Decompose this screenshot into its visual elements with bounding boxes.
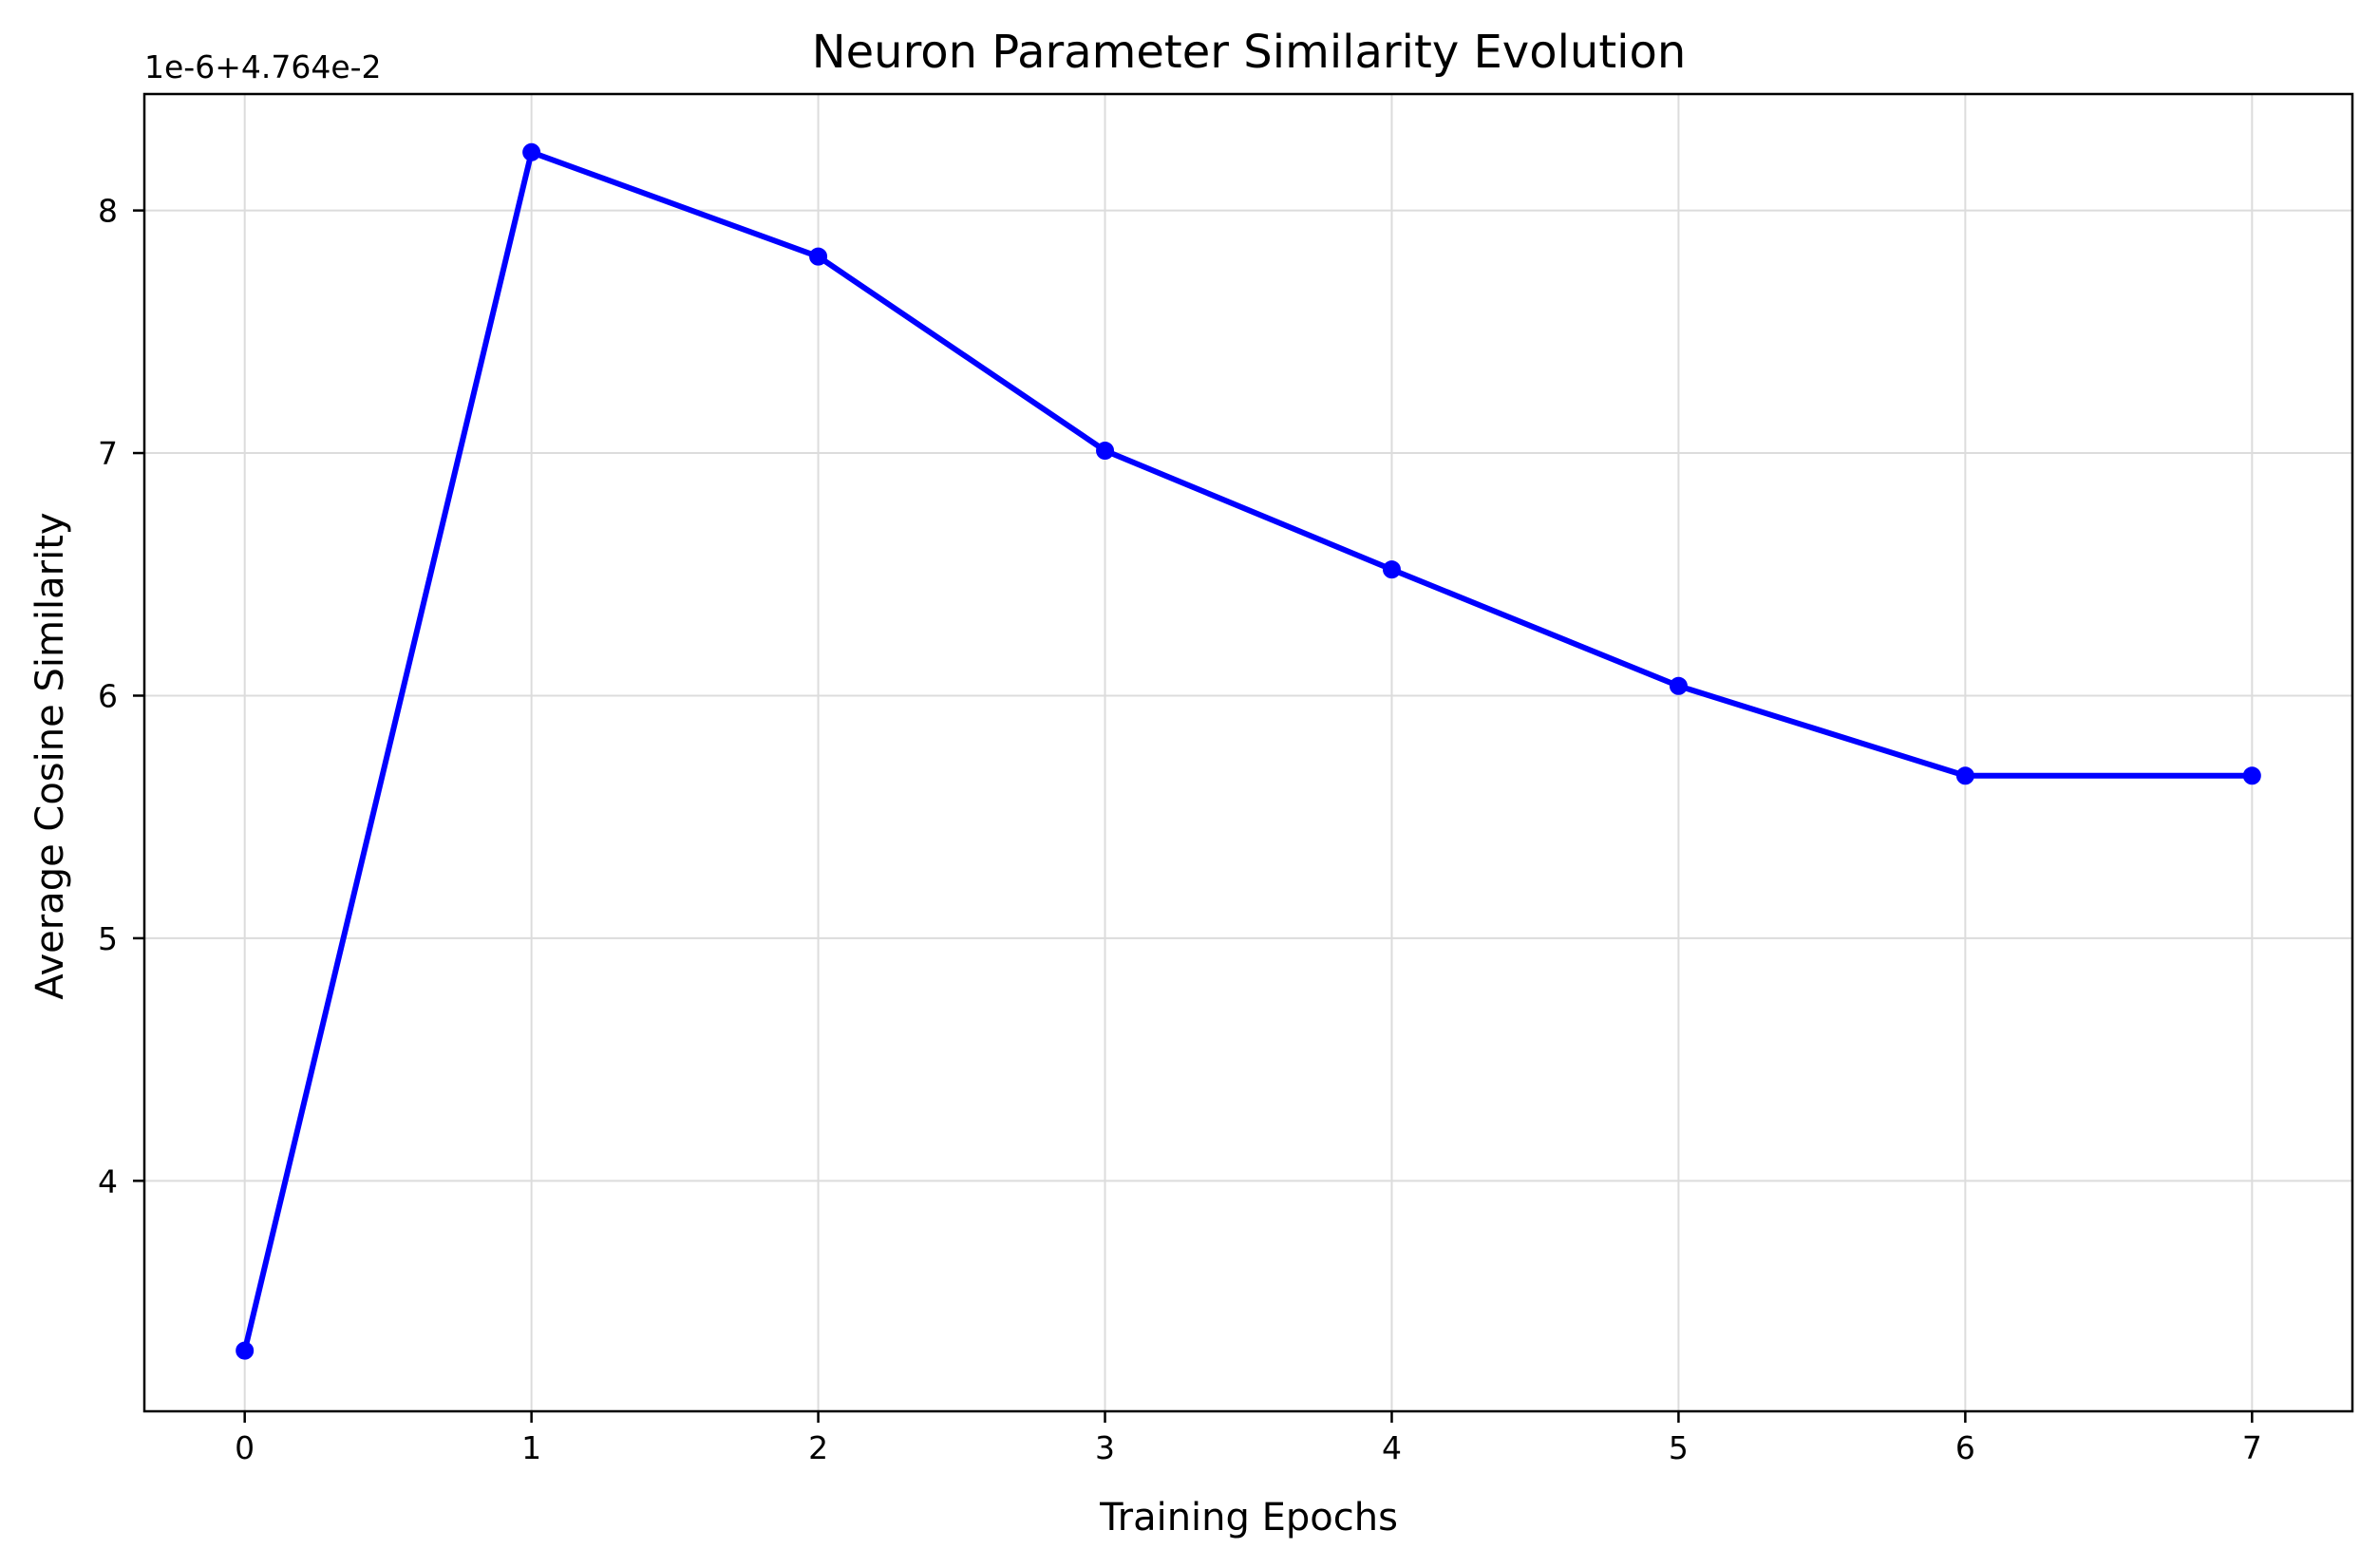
data-point <box>809 247 828 266</box>
data-point <box>2242 766 2261 785</box>
y-tick-label: 7 <box>98 435 118 472</box>
data-point <box>236 1341 255 1360</box>
x-axis-label: Training Epochs <box>1099 1496 1398 1540</box>
chart-title: Neuron Parameter Similarity Evolution <box>812 26 1687 79</box>
data-series <box>236 142 2261 1360</box>
x-tick-label: 4 <box>1382 1429 1402 1466</box>
x-tick-label: 3 <box>1095 1429 1115 1466</box>
x-tick-label: 0 <box>235 1429 255 1466</box>
y-axis-offset-label: 1e-6+4.764e-2 <box>144 48 382 85</box>
y-tick-label: 6 <box>98 677 118 714</box>
data-point <box>522 142 541 161</box>
x-tick-label: 7 <box>2242 1429 2262 1466</box>
series-line <box>241 149 2256 1354</box>
x-tick-label: 2 <box>808 1429 828 1466</box>
x-tick-label: 1 <box>521 1429 541 1466</box>
plot-frame <box>142 92 2354 1413</box>
x-tick-label: 6 <box>1955 1429 1975 1466</box>
x-tick-label: 5 <box>1669 1429 1689 1466</box>
data-point <box>1382 560 1401 579</box>
y-tick-label: 4 <box>98 1162 118 1200</box>
y-axis-label: Average Cosine Similarity <box>28 512 72 999</box>
data-point <box>1669 676 1688 695</box>
axes: 0 1 2 3 4 5 6 7 4 5 6 7 8 <box>98 92 2354 1466</box>
y-tick-label: 5 <box>98 920 118 957</box>
y-tick-label: 8 <box>98 193 118 230</box>
data-point <box>1955 766 1974 785</box>
grid-lines <box>144 94 2352 1411</box>
data-point <box>1096 441 1115 460</box>
